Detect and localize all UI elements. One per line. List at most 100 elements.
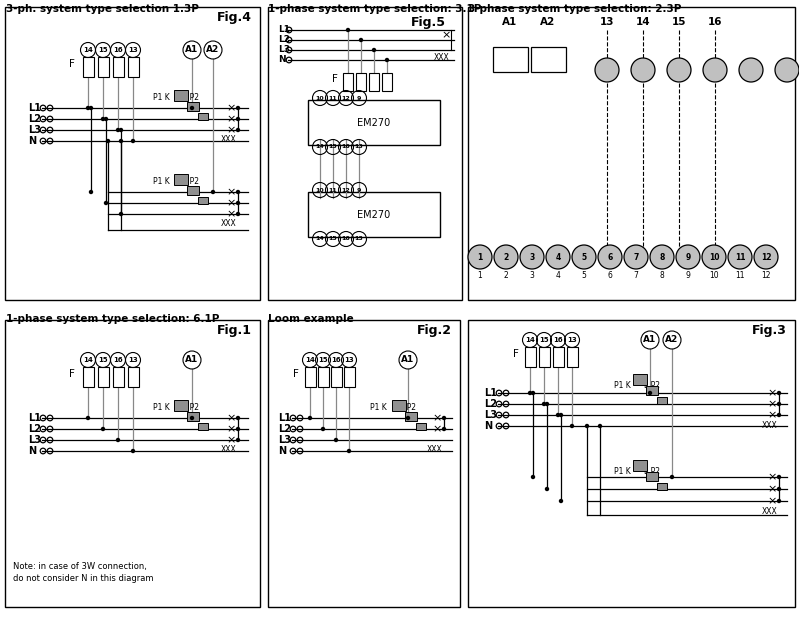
Text: 1: 1 xyxy=(478,271,483,279)
Circle shape xyxy=(531,475,535,479)
Text: 4: 4 xyxy=(555,253,561,261)
Text: ×: × xyxy=(767,399,777,409)
Circle shape xyxy=(236,438,240,442)
Text: 16: 16 xyxy=(342,144,351,149)
Text: 3-ph. system type selection 1.3P: 3-ph. system type selection 1.3P xyxy=(6,4,199,14)
Bar xyxy=(268,7,462,300)
Text: 15: 15 xyxy=(318,357,328,363)
Text: XXX: XXX xyxy=(762,421,778,429)
Text: 11: 11 xyxy=(735,271,745,279)
Bar xyxy=(657,397,667,404)
Bar xyxy=(198,113,208,120)
Text: 9: 9 xyxy=(357,188,361,192)
Text: N: N xyxy=(278,56,285,64)
Circle shape xyxy=(528,391,532,395)
Text: 16: 16 xyxy=(113,47,123,53)
Circle shape xyxy=(104,117,108,121)
Text: ×: × xyxy=(767,472,777,482)
Bar xyxy=(552,347,563,367)
Text: A1: A1 xyxy=(643,336,657,344)
Circle shape xyxy=(236,416,240,420)
Circle shape xyxy=(211,190,215,194)
Circle shape xyxy=(777,402,781,406)
Bar xyxy=(382,73,392,91)
Text: 12: 12 xyxy=(761,253,771,261)
Text: L3: L3 xyxy=(28,125,41,135)
Text: A1: A1 xyxy=(503,17,518,27)
Circle shape xyxy=(190,416,194,420)
Text: L3: L3 xyxy=(28,435,41,445)
Circle shape xyxy=(236,212,240,216)
Text: ×: × xyxy=(226,413,236,423)
Text: Fig.2: Fig.2 xyxy=(417,324,452,337)
Circle shape xyxy=(667,58,691,82)
Text: 4: 4 xyxy=(555,271,560,279)
Text: ×: × xyxy=(767,388,777,398)
Circle shape xyxy=(131,139,135,143)
Text: F: F xyxy=(513,349,519,359)
Text: ×: × xyxy=(226,198,236,208)
Text: L P2: L P2 xyxy=(644,381,660,389)
Circle shape xyxy=(372,48,376,53)
Circle shape xyxy=(119,139,123,143)
Text: ×: × xyxy=(226,435,236,445)
Bar xyxy=(97,57,109,77)
Circle shape xyxy=(101,427,105,431)
Bar xyxy=(468,7,795,300)
Circle shape xyxy=(105,139,110,143)
Text: 10: 10 xyxy=(316,188,324,192)
Text: ×: × xyxy=(226,114,236,124)
Text: 14: 14 xyxy=(316,236,324,241)
Circle shape xyxy=(702,245,726,269)
Circle shape xyxy=(777,391,781,395)
Text: 15: 15 xyxy=(672,17,686,27)
Bar xyxy=(633,374,647,385)
Text: L2: L2 xyxy=(28,114,41,124)
Text: 3: 3 xyxy=(530,271,535,279)
Text: 16: 16 xyxy=(553,337,562,343)
Circle shape xyxy=(89,190,93,194)
Text: 11: 11 xyxy=(328,188,337,192)
Circle shape xyxy=(545,487,549,491)
Bar xyxy=(187,412,199,421)
Text: 13: 13 xyxy=(128,357,138,363)
Text: A1: A1 xyxy=(185,46,199,54)
Circle shape xyxy=(85,106,90,110)
Bar xyxy=(308,100,440,145)
Circle shape xyxy=(520,245,544,269)
Bar xyxy=(5,320,260,607)
Text: 15: 15 xyxy=(98,47,108,53)
Bar xyxy=(82,57,93,77)
Text: 15: 15 xyxy=(328,236,337,241)
Bar xyxy=(493,47,528,72)
Text: 7: 7 xyxy=(634,253,638,261)
Bar xyxy=(369,73,379,91)
Bar xyxy=(128,367,138,387)
Bar xyxy=(187,102,199,111)
Text: ×: × xyxy=(767,410,777,420)
Text: 13: 13 xyxy=(600,17,614,27)
Bar xyxy=(317,367,328,387)
Text: F: F xyxy=(69,369,75,379)
Circle shape xyxy=(676,245,700,269)
Text: 13: 13 xyxy=(355,236,364,241)
Text: 8: 8 xyxy=(660,271,665,279)
Text: A2: A2 xyxy=(540,17,555,27)
Text: A1: A1 xyxy=(401,356,415,364)
Bar xyxy=(308,192,440,237)
Circle shape xyxy=(190,106,194,110)
Bar xyxy=(174,174,188,185)
Circle shape xyxy=(585,424,589,428)
Text: L2: L2 xyxy=(28,424,41,434)
Circle shape xyxy=(648,391,652,395)
Bar xyxy=(187,186,199,195)
Text: N: N xyxy=(28,136,36,146)
Bar xyxy=(82,367,93,387)
Circle shape xyxy=(236,117,240,121)
Text: L1: L1 xyxy=(484,388,497,398)
Text: L2: L2 xyxy=(278,424,291,434)
Circle shape xyxy=(542,402,547,406)
Bar xyxy=(113,367,124,387)
Circle shape xyxy=(494,245,518,269)
Text: 14: 14 xyxy=(525,337,535,343)
